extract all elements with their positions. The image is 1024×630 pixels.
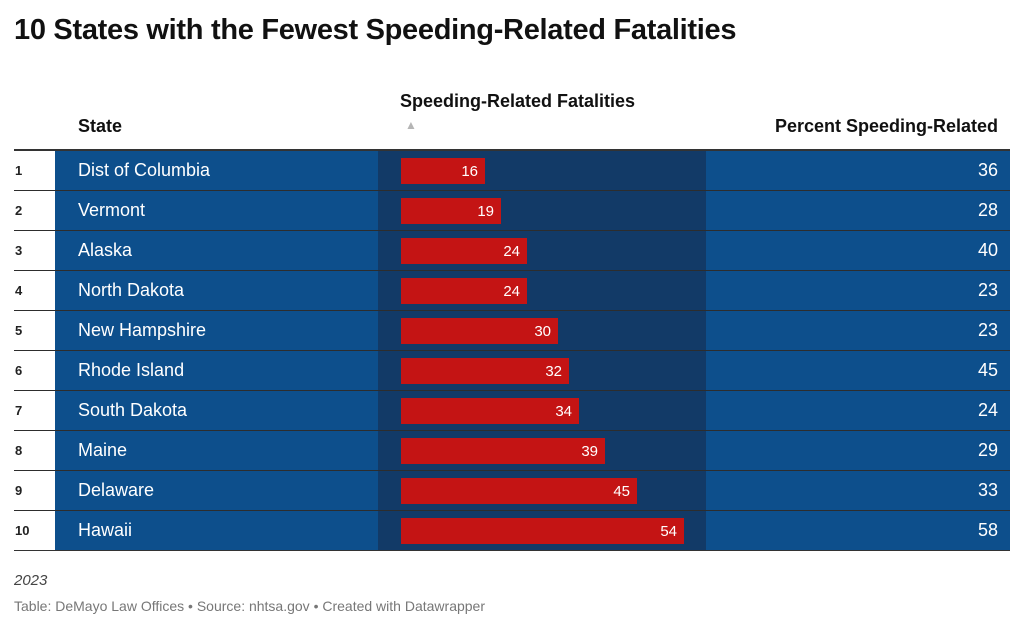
rank-cell: 7 bbox=[14, 391, 55, 430]
rank-cell: 10 bbox=[14, 511, 55, 550]
table-row: 10 Hawaii 54 58 bbox=[14, 511, 1010, 550]
table-row: 5 New Hampshire 30 23 bbox=[14, 311, 1010, 351]
chart-title: 10 States with the Fewest Speeding-Relat… bbox=[14, 14, 737, 46]
table-row: 9 Delaware 45 33 bbox=[14, 471, 1010, 511]
fatalities-bar: 16 bbox=[401, 158, 485, 184]
percent-cell: 24 bbox=[706, 391, 1010, 430]
rank-cell: 6 bbox=[14, 351, 55, 390]
table-note: 2023 bbox=[14, 572, 48, 589]
fatalities-value: 54 bbox=[660, 522, 677, 540]
fatalities-cell: 19 bbox=[378, 191, 706, 230]
percent-cell: 29 bbox=[706, 431, 1010, 470]
table-footer: Table: DeMayo Law Offices • Source: nhts… bbox=[14, 598, 485, 614]
state-cell: Maine bbox=[55, 431, 378, 470]
fatalities-bar: 39 bbox=[401, 438, 605, 464]
column-header-state[interactable]: State bbox=[78, 116, 123, 136]
fatalities-cell: 24 bbox=[378, 231, 706, 270]
fatalities-value: 30 bbox=[534, 322, 551, 340]
fatalities-bar: 45 bbox=[401, 478, 637, 504]
state-cell: Vermont bbox=[55, 191, 378, 230]
state-cell: South Dakota bbox=[55, 391, 378, 430]
percent-cell: 23 bbox=[706, 271, 1010, 310]
rank-cell: 3 bbox=[14, 231, 55, 270]
percent-cell: 33 bbox=[706, 471, 1010, 510]
fatalities-value: 34 bbox=[555, 402, 572, 420]
fatalities-value: 39 bbox=[581, 442, 598, 460]
state-cell: Hawaii bbox=[55, 511, 378, 550]
fatalities-value: 24 bbox=[503, 242, 520, 260]
state-cell: Alaska bbox=[55, 231, 378, 270]
state-cell: Dist of Columbia bbox=[55, 151, 378, 190]
fatalities-value: 16 bbox=[461, 162, 478, 180]
table-row: 4 North Dakota 24 23 bbox=[14, 271, 1010, 311]
fatalities-cell: 30 bbox=[378, 311, 706, 350]
fatalities-bar: 30 bbox=[401, 318, 558, 344]
fatalities-bar: 32 bbox=[401, 358, 569, 384]
percent-cell: 23 bbox=[706, 311, 1010, 350]
fatalities-cell: 45 bbox=[378, 471, 706, 510]
state-cell: New Hampshire bbox=[55, 311, 378, 350]
percent-cell: 36 bbox=[706, 151, 1010, 190]
fatalities-value: 24 bbox=[503, 282, 520, 300]
table-row: 6 Rhode Island 32 45 bbox=[14, 351, 1010, 391]
fatalities-cell: 54 bbox=[378, 511, 706, 550]
table-row: 1 Dist of Columbia 16 36 bbox=[14, 151, 1010, 191]
percent-cell: 58 bbox=[706, 511, 1010, 550]
rank-cell: 9 bbox=[14, 471, 55, 510]
fatalities-bar: 24 bbox=[401, 278, 527, 304]
sort-ascending-icon[interactable]: ▲ bbox=[405, 118, 417, 132]
percent-cell: 28 bbox=[706, 191, 1010, 230]
rank-cell: 4 bbox=[14, 271, 55, 310]
table-row: 7 South Dakota 34 24 bbox=[14, 391, 1010, 431]
state-cell: North Dakota bbox=[55, 271, 378, 310]
percent-cell: 40 bbox=[706, 231, 1010, 270]
fatalities-bar: 19 bbox=[401, 198, 501, 224]
rank-cell: 8 bbox=[14, 431, 55, 470]
fatalities-cell: 32 bbox=[378, 351, 706, 390]
rank-cell: 5 bbox=[14, 311, 55, 350]
fatalities-bar: 24 bbox=[401, 238, 527, 264]
fatalities-value: 19 bbox=[477, 202, 494, 220]
fatalities-bar: 34 bbox=[401, 398, 579, 424]
table-row: 8 Maine 39 29 bbox=[14, 431, 1010, 471]
rank-cell: 2 bbox=[14, 191, 55, 230]
fatalities-value: 45 bbox=[613, 482, 630, 500]
fatalities-cell: 39 bbox=[378, 431, 706, 470]
fatalities-value: 32 bbox=[545, 362, 562, 380]
state-cell: Delaware bbox=[55, 471, 378, 510]
percent-cell: 45 bbox=[706, 351, 1010, 390]
column-header-fatalities[interactable]: Speeding-Related Fatalities bbox=[400, 91, 636, 111]
fatalities-cell: 34 bbox=[378, 391, 706, 430]
table-row: 3 Alaska 24 40 bbox=[14, 231, 1010, 271]
fatalities-cell: 16 bbox=[378, 151, 706, 190]
table-row: 2 Vermont 19 28 bbox=[14, 191, 1010, 231]
column-header-percent[interactable]: Percent Speeding-Related bbox=[774, 116, 998, 136]
fatalities-bar: 54 bbox=[401, 518, 684, 544]
data-table: 1 Dist of Columbia 16 36 2 Vermont 19 28 3 Alaska… bbox=[14, 149, 1010, 551]
fatalities-cell: 24 bbox=[378, 271, 706, 310]
state-cell: Rhode Island bbox=[55, 351, 378, 390]
rank-cell: 1 bbox=[14, 151, 55, 190]
